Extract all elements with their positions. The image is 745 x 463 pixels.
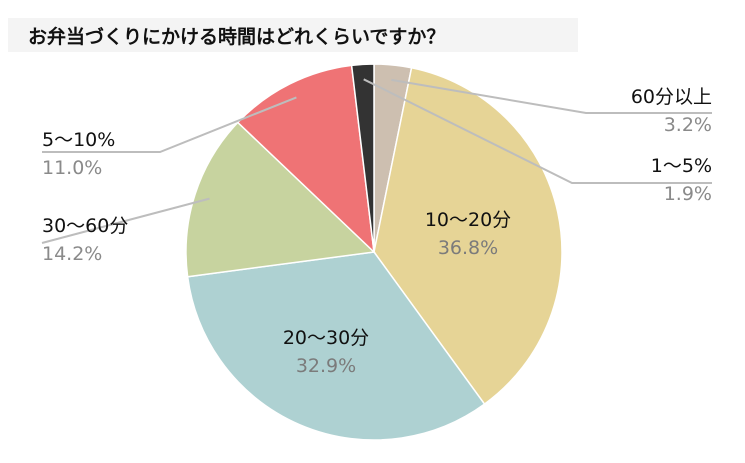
chart-title: お弁当づくりにかける時間はどれくらいですか？ bbox=[28, 25, 445, 48]
slice-value-5: 1.9% bbox=[664, 183, 712, 205]
pie-slices bbox=[185, 63, 563, 441]
slice-label-5: 1〜5% bbox=[651, 155, 712, 177]
slice-label-1: 10〜20分 bbox=[425, 209, 511, 231]
pie-slice-4 bbox=[236, 64, 375, 254]
slice-label-4: 5〜10% bbox=[42, 129, 115, 151]
slice-value-0: 3.2% bbox=[664, 114, 712, 136]
leader-line-0 bbox=[391, 78, 712, 114]
pie-slice-1 bbox=[373, 66, 563, 406]
leader-line-5 bbox=[363, 78, 712, 184]
slice-value-4: 11.0% bbox=[42, 157, 102, 179]
leader-lines bbox=[41, 78, 712, 244]
title-background bbox=[8, 18, 578, 52]
leader-line-3 bbox=[41, 197, 210, 244]
pie-slice-2 bbox=[186, 251, 486, 441]
slice-labels: 60分以上 3.2% 10〜20分 36.8% 20〜30分 32.9% 30〜60分 14.… bbox=[42, 86, 712, 377]
slice-value-2: 32.9% bbox=[296, 355, 356, 377]
slice-label-2: 20〜30分 bbox=[283, 327, 369, 349]
slice-label-0: 60分以上 bbox=[631, 86, 712, 108]
slice-value-3: 14.2% bbox=[42, 243, 102, 265]
slice-label-3: 30〜60分 bbox=[42, 215, 128, 237]
leader-line-4 bbox=[42, 96, 297, 153]
pie-slice-5 bbox=[350, 63, 375, 253]
pie-slice-3 bbox=[185, 121, 376, 278]
slice-value-1: 36.8% bbox=[438, 237, 498, 259]
